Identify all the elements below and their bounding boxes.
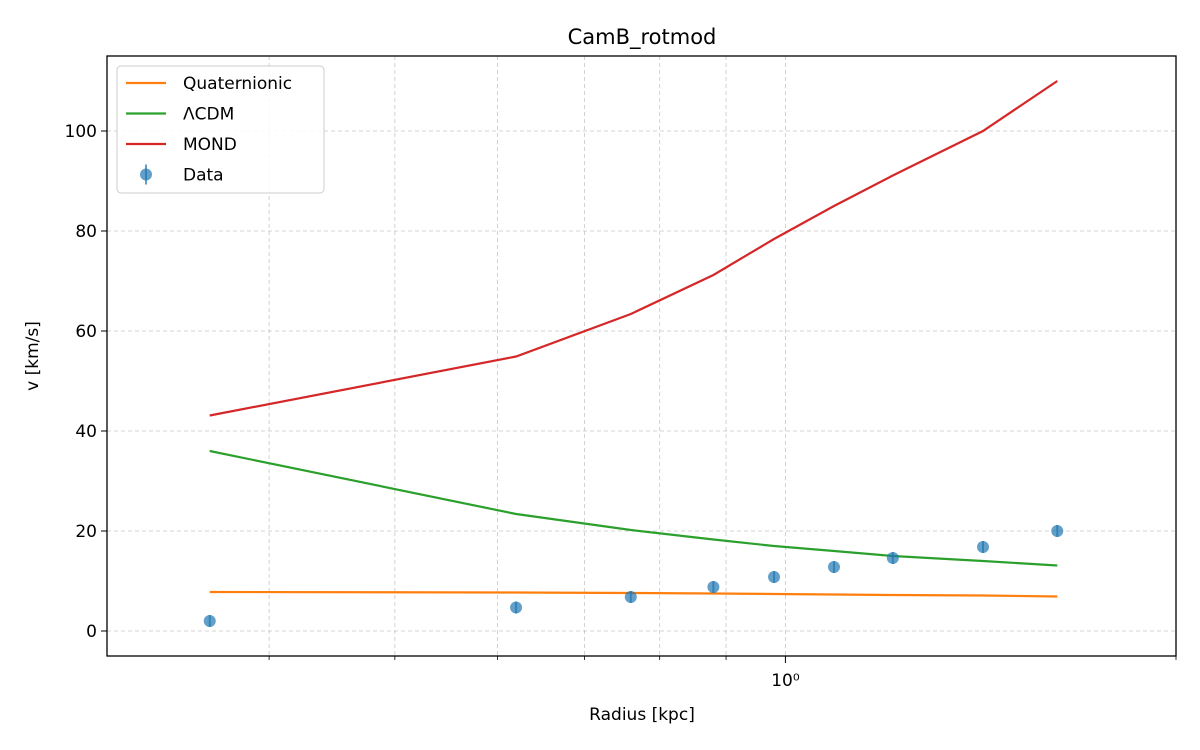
y-tick-label: 40 — [75, 422, 97, 442]
series-line-quaternionic — [209, 590, 1058, 598]
data-point — [886, 552, 899, 564]
y-tick-label: 80 — [75, 222, 97, 242]
series-layer — [203, 80, 1064, 627]
legend-marker-swatch — [140, 168, 152, 181]
y-tick-label: 20 — [75, 522, 97, 542]
data-point — [707, 581, 720, 593]
data-point — [510, 601, 523, 614]
legend-label: Quaternionic — [183, 74, 292, 94]
data-point — [624, 591, 637, 603]
x-tick-label: 10⁰ — [771, 671, 800, 691]
y-axis-label: v [km/s] — [23, 321, 43, 391]
legend-box — [116, 65, 325, 194]
data-point — [977, 541, 990, 553]
legend-label: MOND — [183, 135, 237, 155]
data-point — [827, 561, 840, 573]
y-tick-label: 0 — [86, 622, 97, 642]
legend-label: ΛCDM — [183, 105, 234, 125]
chart-title: CamB_rotmod — [568, 25, 717, 50]
axis-ticks: 0 20 40 60 80 100 10⁰ — [65, 122, 1177, 691]
legend-label: Data — [183, 166, 224, 186]
series-line-cdm — [209, 449, 1058, 567]
x-axis-label: Radius [kpc] — [589, 705, 695, 725]
data-point — [768, 571, 781, 583]
data-point — [203, 615, 216, 627]
plot-area-frame — [106, 55, 1177, 657]
data-point — [1051, 525, 1064, 537]
legend: Quaternionic ΛCDM MOND Data — [116, 65, 325, 194]
y-tick-label: 60 — [75, 322, 97, 342]
y-tick-label: 100 — [65, 122, 97, 142]
series-line-mond — [209, 80, 1058, 417]
